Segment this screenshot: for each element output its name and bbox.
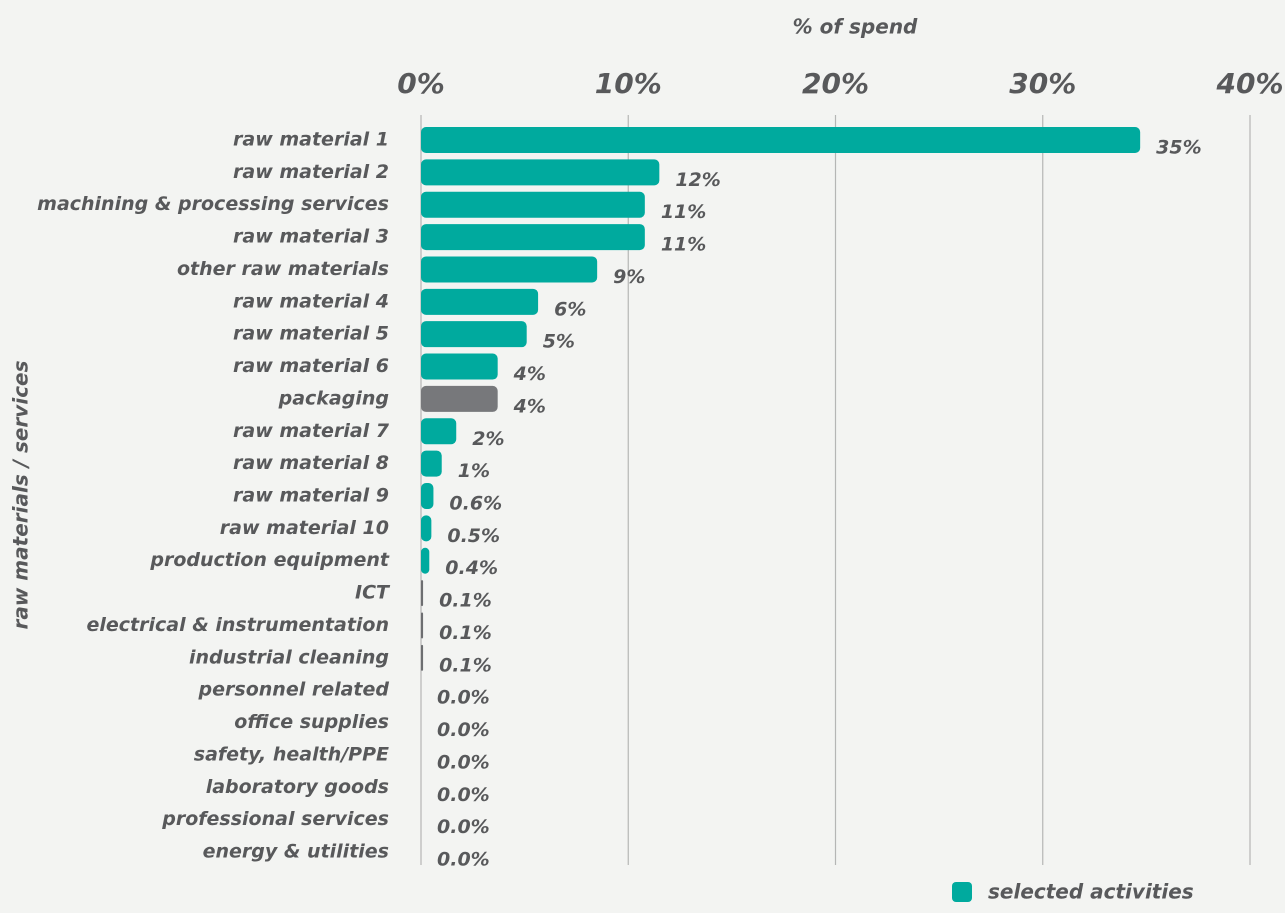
bar xyxy=(421,385,498,412)
x-tick-label: 0% xyxy=(397,67,445,100)
y-axis-title: raw materials / services xyxy=(9,360,33,629)
y-tick-label: other raw materials xyxy=(177,258,389,280)
value-label: 4% xyxy=(513,395,546,417)
y-tick-label: ICT xyxy=(355,582,391,604)
bar xyxy=(421,547,430,574)
y-tick-label: machining & processing services xyxy=(37,193,389,215)
y-tick-label: raw material 9 xyxy=(233,485,389,507)
y-tick-label: raw material 8 xyxy=(233,452,389,474)
y-tick-label: industrial cleaning xyxy=(189,646,389,668)
y-tick-label: office supplies xyxy=(234,711,389,733)
y-tick-label: raw material 10 xyxy=(220,517,389,539)
bar xyxy=(421,353,498,380)
y-tick-label: raw material 1 xyxy=(233,129,389,151)
y-tick-label: raw material 4 xyxy=(233,290,389,312)
y-tick-label: laboratory goods xyxy=(206,776,389,798)
value-label: 4% xyxy=(513,363,546,385)
value-label: 0.0% xyxy=(437,751,490,773)
bar xyxy=(421,612,424,639)
value-label: 1% xyxy=(458,460,490,482)
chart-title: % of spend xyxy=(793,15,918,39)
value-label: 0.0% xyxy=(437,687,490,709)
value-label: 0.0% xyxy=(437,719,490,741)
y-tick-label: safety, health/PPE xyxy=(194,743,389,765)
bar xyxy=(421,127,1141,153)
value-label: 0.1% xyxy=(439,590,492,612)
y-tick-label: electrical & instrumentation xyxy=(86,614,389,636)
legend-label: selected activities xyxy=(988,880,1194,904)
y-tick-label: raw material 5 xyxy=(233,323,389,345)
bar xyxy=(421,321,527,348)
bar xyxy=(421,288,539,315)
value-label: 12% xyxy=(675,169,720,191)
y-tick-label: packaging xyxy=(278,387,389,409)
bar xyxy=(421,580,424,607)
legend-swatch xyxy=(952,882,972,902)
y-tick-label: professional services xyxy=(161,808,389,830)
bar xyxy=(421,450,442,477)
x-tick-label: 20% xyxy=(802,67,869,100)
y-tick-label: personnel related xyxy=(198,679,390,701)
bar xyxy=(421,159,660,186)
y-tick-label: raw material 2 xyxy=(233,161,389,183)
y-tick-label: energy & utilities xyxy=(203,841,389,863)
value-label: 0.4% xyxy=(445,557,498,579)
value-label: 11% xyxy=(661,234,706,256)
bar xyxy=(421,224,645,251)
value-label: 0.5% xyxy=(447,525,500,547)
bar xyxy=(421,483,434,509)
value-label: 0.0% xyxy=(437,816,490,838)
value-label: 0.1% xyxy=(439,622,492,644)
value-label: 11% xyxy=(661,201,706,223)
bar xyxy=(421,418,457,445)
x-tick-label: 40% xyxy=(1215,67,1283,100)
value-label: 2% xyxy=(472,428,504,450)
bar xyxy=(421,256,598,283)
x-tick-label: 10% xyxy=(595,67,662,100)
value-label: 0.6% xyxy=(449,493,502,515)
value-label: 9% xyxy=(613,266,645,288)
value-label: 35% xyxy=(1156,137,1201,159)
value-label: 0.0% xyxy=(437,849,490,871)
value-label: 0.0% xyxy=(437,784,490,806)
bar xyxy=(421,644,424,671)
y-tick-label: production equipment xyxy=(149,549,390,571)
value-label: 5% xyxy=(543,331,575,353)
x-tick-label: 30% xyxy=(1009,67,1076,100)
y-tick-label: raw material 7 xyxy=(233,420,390,442)
value-label: 0.1% xyxy=(439,654,492,676)
y-tick-label: raw material 3 xyxy=(233,226,389,248)
value-label: 6% xyxy=(554,298,586,320)
bar xyxy=(421,515,432,542)
y-tick-label: raw material 6 xyxy=(233,355,389,377)
bar xyxy=(421,191,645,218)
